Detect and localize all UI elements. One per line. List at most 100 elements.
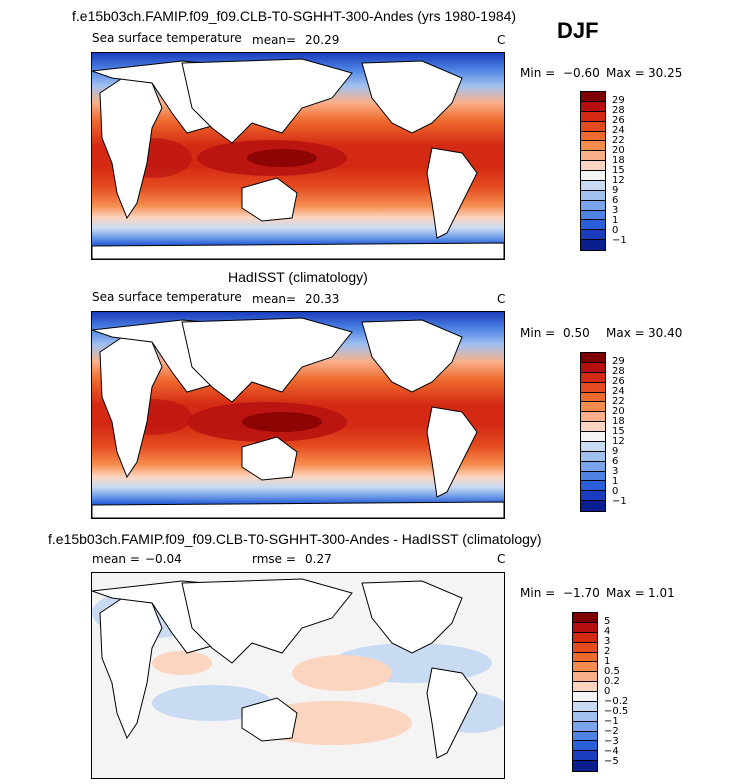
panel3-title: f.e15b03ch.FAMIP.f09_f09.CLB-T0-SGHHT-30…	[48, 531, 542, 547]
panel1-colorbar-tick-label: 9	[612, 185, 619, 196]
panel1-colorbar-bin	[581, 161, 605, 171]
panel2-colorbar-bin	[581, 481, 605, 492]
panel1-variable: Sea surface temperature	[92, 31, 242, 45]
panel2-variable: Sea surface temperature	[92, 290, 242, 304]
panel3-max-value: 1.01	[648, 586, 675, 600]
panel2-colorbar-tick-label: 28	[612, 366, 625, 377]
panel1-colorbar-bin	[581, 111, 605, 122]
panel3-mean-value: −0.04	[145, 552, 182, 566]
panel2-colorbar-bin	[581, 402, 605, 413]
panel2-colorbar-tick-label: 1	[612, 476, 619, 487]
panel1-colorbar-bin	[581, 131, 605, 142]
panel1-colorbar-tick-label: 12	[612, 175, 625, 186]
panel3-colorbar-tick-label: 1	[604, 656, 611, 667]
panel2-colorbar-bin	[581, 461, 605, 472]
season-label: DJF	[557, 18, 599, 43]
panel2-colorbar-tick-label: 24	[612, 386, 625, 397]
panel2-colorbar-bin	[581, 471, 605, 482]
panel3-rmse-value: 0.27	[305, 552, 332, 566]
panel3-colorbar-bin	[573, 731, 597, 742]
panel3-colorbar-tick-label: 4	[604, 626, 611, 637]
panel3-colorbar-bin	[573, 741, 597, 752]
panel1-colorbar-bin	[581, 240, 605, 250]
panel3-colorbar-bin	[573, 701, 597, 712]
panel1-colorbar-bin	[581, 220, 605, 231]
panel3-mean-label: mean =	[92, 552, 140, 566]
panel2-colorbar-tick-label: 29	[612, 356, 625, 367]
panel3-colorbar-bin	[573, 751, 597, 762]
panel1-colorbar-bin	[581, 230, 605, 241]
panel2-colorbar-bin	[581, 392, 605, 403]
panel2-colorbar-tick-label: 15	[612, 426, 625, 437]
panel1-colorbar-tick-label: 18	[612, 155, 625, 166]
panel3-colorbar-bin	[573, 711, 597, 722]
panel1-colorbar-tick-label: 29	[612, 95, 625, 106]
panel1-colorbar-tick-label: 1	[612, 215, 619, 226]
panel1-colorbar-bin	[581, 141, 605, 152]
panel3-min-value: −1.70	[563, 586, 600, 600]
panel2-max-value: 30.40	[648, 326, 683, 340]
panel3-colorbar-tick-label: −0.2	[604, 696, 629, 707]
panel3-colorbar-bin	[573, 682, 597, 692]
panel1-colorbar-bin	[581, 210, 605, 221]
panel1-colorbar-bin	[581, 121, 605, 132]
panel2-max-label: Max =	[606, 326, 645, 340]
panel1-colorbar-tick-label: 20	[612, 145, 625, 156]
panel3-colorbar-bin	[573, 613, 597, 623]
panel1-colorbar-tick-label: 15	[612, 165, 625, 176]
panel3-colorbar-tick-label: 0.5	[604, 666, 620, 677]
panel1-colorbar-tick-label: 6	[612, 195, 619, 206]
panel1-colorbar-tick-label: 24	[612, 125, 625, 136]
panel1-colorbar-tick-label: −1	[612, 235, 627, 246]
panel2-colorbar-bin	[581, 441, 605, 452]
panel2-colorbar-tick-label: 12	[612, 436, 625, 447]
panel3-colorbar-bin	[573, 632, 597, 643]
panel1-colorbar-bin	[581, 180, 605, 191]
panel2-colorbar-tick-label: −1	[612, 496, 627, 507]
panel1-colorbar-bin	[581, 190, 605, 201]
panel3-colorbar-bin	[573, 761, 597, 771]
panel2-colorbar-bin	[581, 412, 605, 423]
panel1-colorbar-bin	[581, 151, 605, 162]
panel2-colorbar-bin	[581, 501, 605, 511]
panel2-min-value: 0.50	[563, 326, 590, 340]
panel1-sst-map	[91, 52, 505, 260]
panel2-colorbar-bin	[581, 353, 605, 363]
panel3-max-label: Max =	[606, 586, 645, 600]
panel2-colorbar-bin	[581, 422, 605, 432]
panel2-colorbar-bin	[581, 451, 605, 462]
panel3-colorbar-bin	[573, 672, 597, 683]
panel2-colorbar-bin	[581, 382, 605, 393]
panel2-sst-map	[91, 311, 505, 519]
panel3-colorbar-bin	[573, 622, 597, 633]
panel1-min-value: −0.60	[563, 66, 600, 80]
panel2-colorbar-bin	[581, 491, 605, 502]
panel3-colorbar-tick-label: −2	[604, 726, 619, 737]
panel1-min-label: Min =	[520, 66, 556, 80]
panel3-units: C	[497, 552, 506, 566]
panel2-colorbar	[580, 352, 606, 512]
panel2-min-label: Min =	[520, 326, 556, 340]
panel2-colorbar-tick-label: 18	[612, 416, 625, 427]
panel3-colorbar-tick-label: 3	[604, 636, 611, 647]
panel3-colorbar-tick-label: 0	[604, 686, 611, 697]
panel3-colorbar-tick-label: −4	[604, 746, 619, 757]
panel3-colorbar-bin	[573, 721, 597, 732]
panel1-colorbar-tick-label: 3	[612, 205, 619, 216]
panel3-colorbar-bin	[573, 652, 597, 663]
panel2-colorbar-tick-label: 6	[612, 456, 619, 467]
panel3-colorbar-tick-label: 2	[604, 646, 611, 657]
panel2-colorbar-tick-label: 26	[612, 376, 625, 387]
panel1-max-value: 30.25	[648, 66, 683, 80]
panel3-colorbar-tick-label: −3	[604, 736, 619, 747]
panel3-colorbar-tick-label: −0.5	[604, 706, 629, 717]
panel3-colorbar	[572, 612, 598, 772]
panel2-colorbar-tick-label: 3	[612, 466, 619, 477]
panel3-colorbar-bin	[573, 662, 597, 673]
panel3-min-label: Min =	[520, 586, 556, 600]
panel1-colorbar-tick-label: 0	[612, 225, 619, 236]
panel1-mean-value: 20.29	[305, 33, 340, 47]
panel1-units: C	[497, 33, 506, 47]
panel2-units: C	[497, 292, 506, 306]
panel2-colorbar-bin	[581, 372, 605, 383]
